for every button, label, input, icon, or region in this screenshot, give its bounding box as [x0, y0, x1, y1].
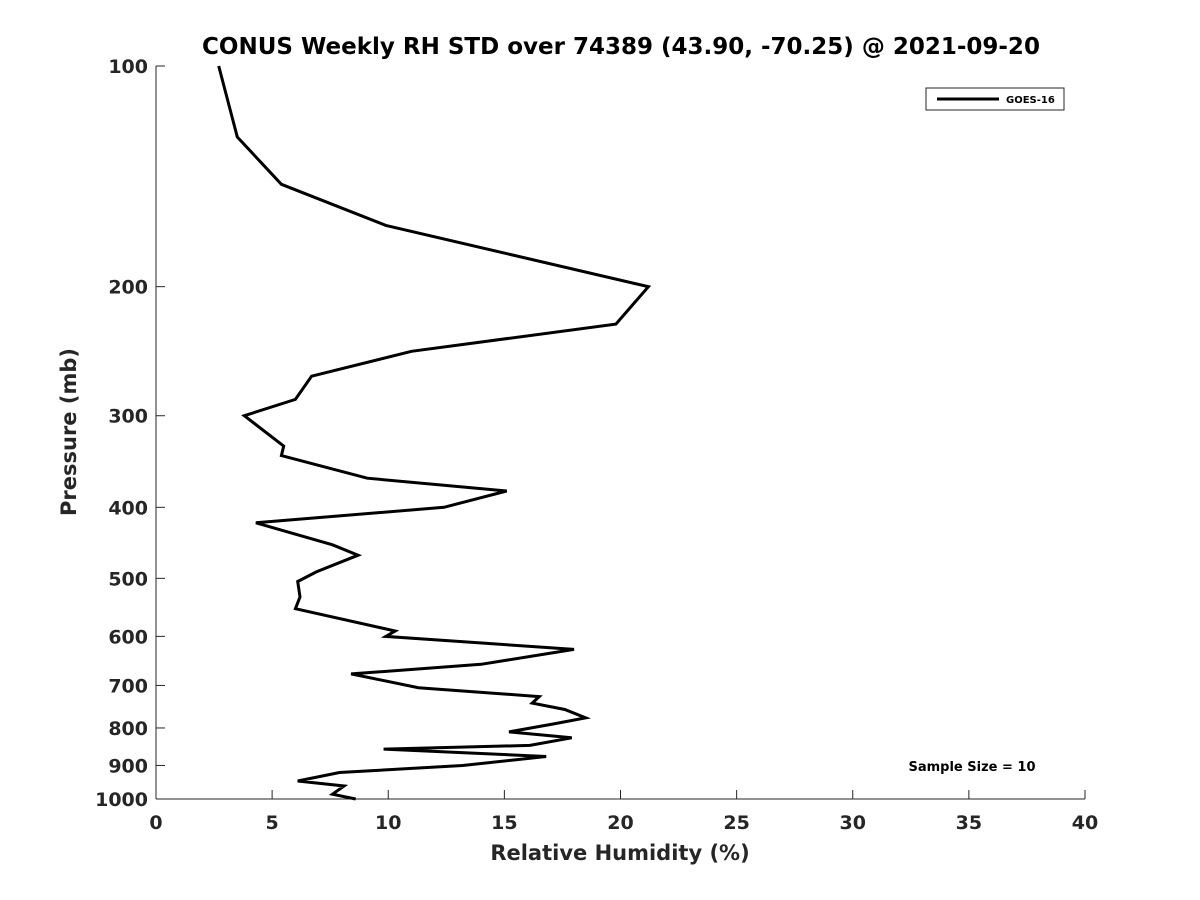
x-tick-label: 20	[607, 812, 633, 834]
y-tick-label: 100	[108, 56, 148, 78]
x-ticks: 0 5 10 15 20 25 30 35 40	[149, 790, 1098, 834]
x-tick-label: 10	[375, 812, 401, 834]
y-tick-label: 500	[108, 568, 148, 590]
y-tick-label: 1000	[95, 789, 148, 811]
x-tick-label: 0	[149, 812, 162, 834]
y-tick-label: 700	[108, 675, 148, 697]
y-tick-label: 600	[108, 626, 148, 648]
chart-title: CONUS Weekly RH STD over 74389 (43.90, -…	[202, 34, 1040, 60]
x-tick-label: 15	[491, 812, 517, 834]
y-tick-label: 400	[108, 497, 148, 519]
series-line-goes-16	[217, 65, 652, 801]
x-axis-title: Relative Humidity (%)	[490, 841, 749, 865]
x-tick-label: 5	[266, 812, 279, 834]
sample-size-annotation: Sample Size = 10	[908, 760, 1035, 775]
y-tick-label: 900	[108, 755, 148, 777]
x-tick-label: 35	[956, 812, 982, 834]
x-tick-label: 25	[723, 812, 749, 834]
x-tick-label: 30	[840, 812, 866, 834]
y-tick-label: 300	[108, 406, 148, 428]
series-layer	[217, 65, 652, 801]
y-tick-label: 200	[108, 277, 148, 299]
legend-label-goes-16: GOES-16	[1006, 95, 1055, 106]
y-ticks: 100 200 300 400 500 600 700 800 900 1000	[95, 56, 165, 811]
legend: GOES-16	[925, 87, 1065, 111]
x-tick-label: 40	[1072, 812, 1098, 834]
y-axis-title: Pressure (mb)	[57, 348, 81, 516]
y-tick-label: 800	[108, 718, 148, 740]
